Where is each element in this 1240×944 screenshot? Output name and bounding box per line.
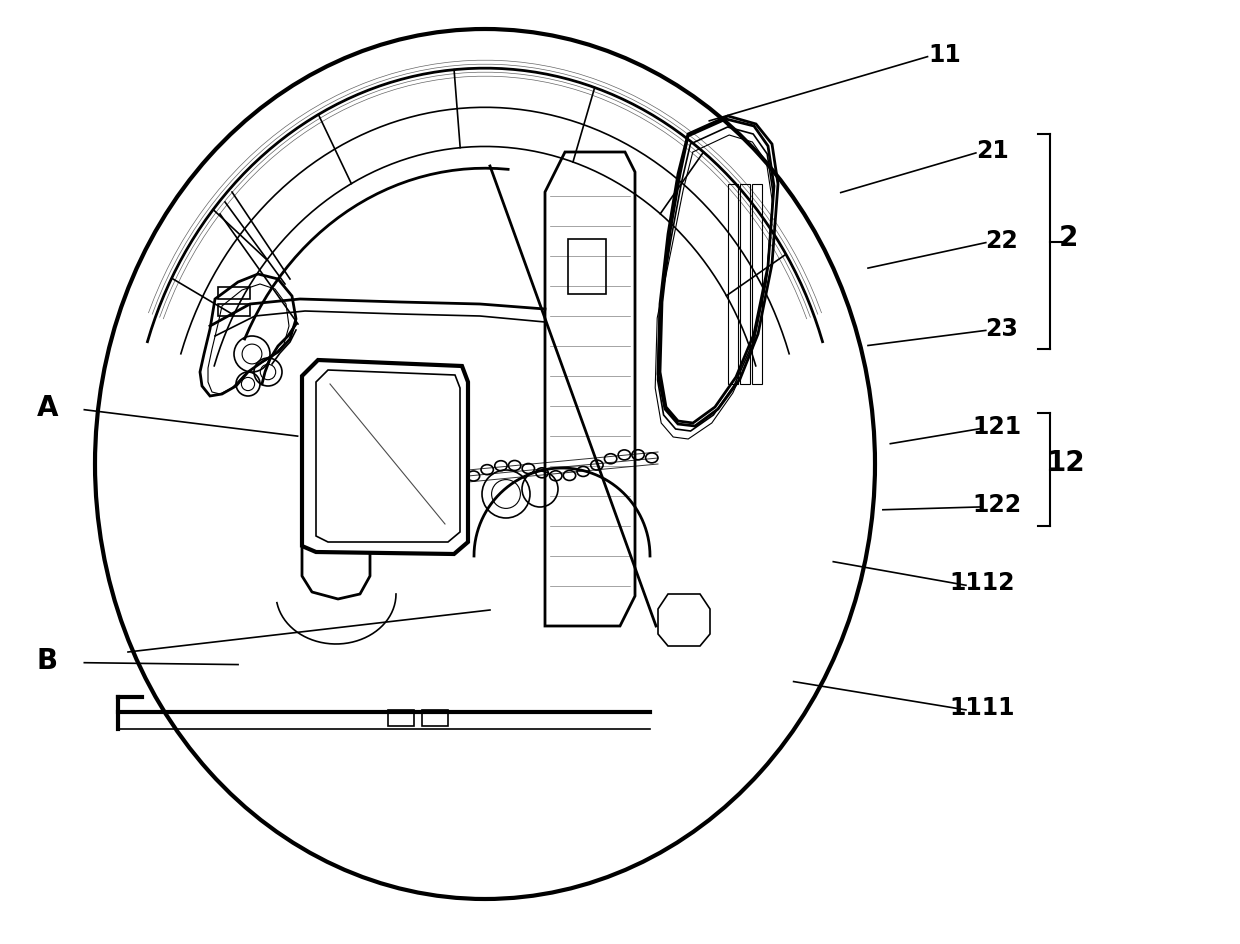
Text: 1111: 1111: [950, 696, 1014, 720]
Text: 121: 121: [972, 414, 1022, 439]
Text: 1112: 1112: [950, 571, 1014, 596]
Text: B: B: [36, 647, 58, 675]
Text: A: A: [36, 394, 58, 422]
Text: 12: 12: [1047, 448, 1086, 477]
Text: 2: 2: [1059, 224, 1079, 252]
Text: 21: 21: [976, 139, 1008, 163]
Text: 122: 122: [972, 493, 1022, 517]
Text: 11: 11: [929, 42, 961, 67]
Text: 23: 23: [986, 316, 1018, 341]
Text: 22: 22: [986, 228, 1018, 253]
